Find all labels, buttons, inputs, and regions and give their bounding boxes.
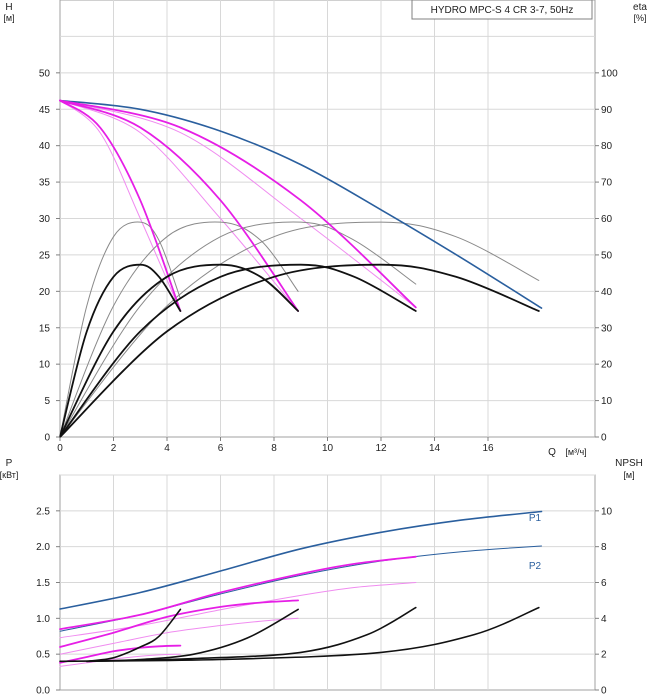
head-tick-label: 30 bbox=[39, 214, 51, 225]
flow-tick-label: 10 bbox=[322, 443, 334, 454]
power-axis-unit: [кВт] bbox=[0, 470, 18, 480]
head-max-curve bbox=[59, 99, 543, 309]
power-tick-label: 0.0 bbox=[36, 686, 50, 697]
efficiency-y-ticks: 0 10 20 30 40 50 60 70 80 90 100 bbox=[595, 68, 618, 444]
power-axis-label: P bbox=[6, 458, 13, 469]
eta-4-thin-curve bbox=[59, 221, 540, 438]
head-3-curve bbox=[59, 99, 417, 309]
flow-tick-label: 16 bbox=[482, 443, 494, 454]
flow-tick-label: 0 bbox=[57, 443, 63, 454]
eta-3-thin-curve bbox=[59, 221, 417, 438]
flow-axis-unit: [м³/ч] bbox=[565, 447, 586, 457]
head-tick-label: 20 bbox=[39, 287, 51, 298]
npsh-tick-label: 6 bbox=[601, 578, 607, 589]
head-tick-label: 45 bbox=[39, 105, 51, 116]
npsh-tick-label: 2 bbox=[601, 650, 607, 661]
power-p1-curve bbox=[59, 510, 543, 610]
npsh-4-curve bbox=[59, 606, 540, 663]
eta-2-curve bbox=[59, 263, 299, 438]
power-p2-2-curve bbox=[59, 617, 299, 655]
head-3-thin-curve bbox=[59, 100, 417, 308]
flow-tick-label: 8 bbox=[271, 443, 277, 454]
head-tick-label: 5 bbox=[44, 396, 50, 407]
eta-1-curve bbox=[59, 263, 182, 438]
flow-tick-label: 12 bbox=[375, 443, 387, 454]
head-tick-label: 0 bbox=[44, 433, 50, 444]
head-tick-label: 40 bbox=[39, 141, 51, 152]
efficiency-tick-label: 20 bbox=[601, 360, 613, 371]
efficiency-tick-label: 80 bbox=[601, 141, 613, 152]
efficiency-tick-label: 60 bbox=[601, 214, 613, 225]
efficiency-axis-label: eta bbox=[633, 2, 647, 13]
power-p1-2-curve bbox=[59, 599, 299, 648]
npsh-tick-label: 4 bbox=[601, 614, 607, 625]
head-grid bbox=[60, 0, 595, 437]
head-tick-label: 10 bbox=[39, 360, 51, 371]
efficiency-tick-label: 0 bbox=[601, 433, 607, 444]
power-p2-3-curve bbox=[59, 582, 417, 639]
power-grid bbox=[60, 474, 595, 690]
power-tick-label: 2.0 bbox=[36, 542, 50, 553]
npsh-axis-label: NPSH bbox=[615, 458, 643, 469]
efficiency-tick-label: 30 bbox=[601, 323, 613, 334]
chart-title-box bbox=[411, 0, 593, 20]
power-p1-1-curve bbox=[59, 644, 182, 664]
efficiency-tick-label: 70 bbox=[601, 178, 613, 189]
head-tick-label: 15 bbox=[39, 323, 51, 334]
efficiency-axis-unit: [%] bbox=[633, 13, 646, 23]
flow-axis-label: Q bbox=[548, 447, 556, 458]
p1-label: P1 bbox=[529, 513, 542, 524]
head-tick-label: 35 bbox=[39, 178, 51, 189]
head-2-thin-curve bbox=[59, 100, 299, 312]
npsh-1-curve bbox=[86, 608, 182, 663]
npsh-tick-label: 10 bbox=[601, 506, 613, 517]
flow-tick-label: 2 bbox=[111, 443, 117, 454]
eta-2-thin-curve bbox=[59, 221, 299, 438]
flow-tick-label: 4 bbox=[164, 443, 170, 454]
flow-tick-label: 14 bbox=[429, 443, 441, 454]
power-tick-label: 1.5 bbox=[36, 578, 50, 589]
power-curves bbox=[59, 510, 543, 667]
npsh-y-ticks: 0 2 4 6 8 10 bbox=[595, 506, 613, 697]
head-axis-label: H bbox=[5, 2, 12, 13]
flow-x-ticks: 0 2 4 6 8 10 12 14 16 bbox=[57, 437, 494, 454]
head-tick-label: 50 bbox=[39, 68, 51, 79]
power-tick-label: 2.5 bbox=[36, 506, 50, 517]
efficiency-tick-label: 40 bbox=[601, 287, 613, 298]
eta-1-thin-curve bbox=[59, 221, 181, 438]
power-tick-label: 0.5 bbox=[36, 650, 50, 661]
head-y-ticks: 0 5 10 15 20 25 30 35 40 45 50 bbox=[39, 68, 60, 444]
power-p1-3-curve bbox=[59, 555, 417, 630]
efficiency-tick-label: 100 bbox=[601, 68, 618, 79]
flow-tick-label: 6 bbox=[218, 443, 224, 454]
npsh-tick-label: 0 bbox=[601, 686, 607, 697]
eta-3-curve bbox=[59, 263, 417, 438]
npsh-axis-unit: [м] bbox=[623, 470, 634, 480]
power-tick-label: 1.0 bbox=[36, 614, 50, 625]
head-tick-label: 25 bbox=[39, 250, 51, 261]
power-p2-1-curve bbox=[59, 653, 181, 667]
p2-label: P2 bbox=[529, 561, 542, 572]
efficiency-tick-label: 10 bbox=[601, 396, 613, 407]
head-curves bbox=[59, 99, 543, 438]
head-1-curve bbox=[59, 99, 182, 312]
head-1-thin-curve bbox=[59, 100, 181, 312]
efficiency-tick-label: 50 bbox=[601, 250, 613, 261]
power-y-ticks: 0.0 0.5 1.0 1.5 2.0 2.5 bbox=[36, 506, 60, 697]
efficiency-tick-label: 90 bbox=[601, 105, 613, 116]
head-axis-unit: [м] bbox=[3, 13, 14, 23]
chart-title: HYDRO MPC-S 4 CR 3-7, 50Hz bbox=[431, 5, 574, 16]
npsh-tick-label: 8 bbox=[601, 542, 607, 553]
eta-4-curve bbox=[59, 263, 540, 438]
